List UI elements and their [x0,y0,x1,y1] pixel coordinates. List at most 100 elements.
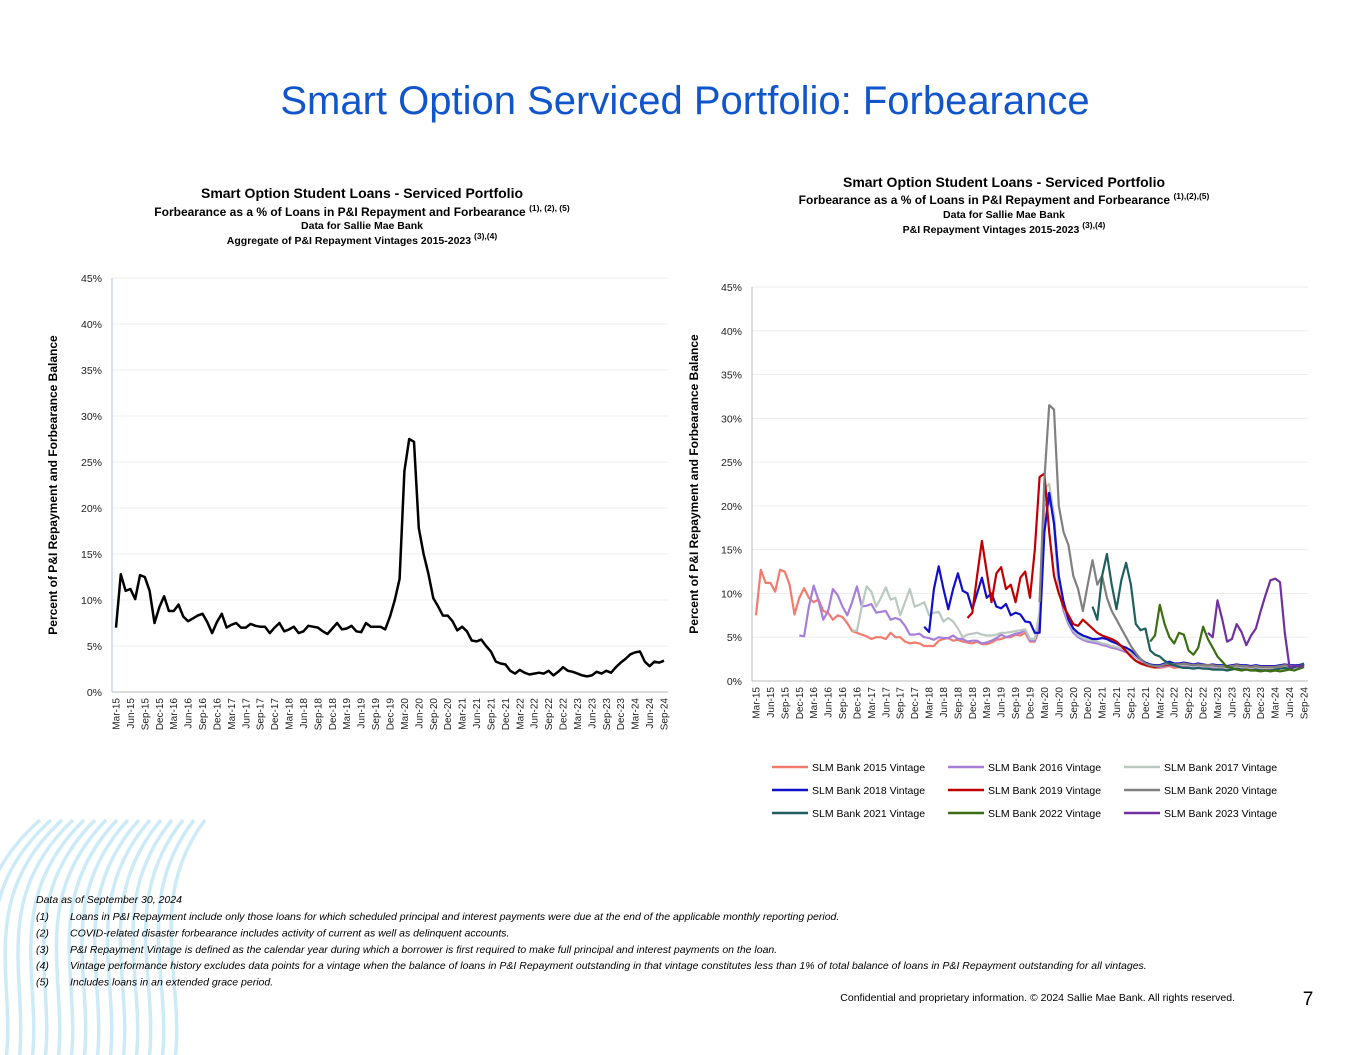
y-tick-label: 5% [727,632,742,644]
legend-label: SLM Bank 2019 Vintage [988,785,1101,797]
line [114,437,665,678]
swirl-line [54,818,108,1055]
swirl-line [118,818,163,1055]
x-tick-label: Mar-19 [342,698,353,730]
x-tick-label: Jun-15 [766,687,777,718]
legend-label: SLM Bank 2017 Vintage [1164,762,1277,774]
y-tick-label: 15% [81,549,102,561]
y-tick-label: 0% [727,676,742,688]
x-tick-label: Dec-21 [501,698,512,731]
swirl-line [80,818,130,1055]
y-tick-label: 10% [721,588,742,600]
chart-subtitle: Data for Sallie Mae Bank [301,220,423,232]
swirl-line [29,818,86,1055]
x-tick-label: Dec-22 [559,698,570,731]
decoration [0,818,207,1055]
legend-label: SLM Bank 2020 Vintage [1164,785,1277,797]
y-tick-label: 20% [81,503,102,515]
x-tick-label: Dec-19 [386,698,397,731]
y-tick-label: 35% [81,365,102,377]
x-tick-label: Mar-20 [1040,687,1051,719]
x-tick-label: Dec-15 [155,698,166,731]
subtitle-note: (3),(4) [1082,220,1105,230]
x-tick-label: Jun-21 [1112,687,1123,718]
x-tick-label: Mar-16 [169,698,180,730]
swirl-line [169,818,207,1055]
subtitle-note: (1),(2),(5) [1173,191,1209,201]
y-axis-label: Percent of P&I Repayment and Forbearance… [687,334,701,634]
legend-label: SLM Bank 2023 Vintage [1164,808,1277,820]
x-tick-label: Sep-21 [1126,687,1137,720]
x-tick-label: Jun-19 [997,687,1008,718]
x-tick-label: Sep-21 [486,698,497,731]
swirl-line [41,818,97,1055]
x-tick-label: Sep-16 [838,687,849,720]
y-tick-label: 40% [721,326,742,338]
x-tick-label: Sep-24 [1300,687,1311,720]
x-tick-label: Mar-23 [573,698,584,730]
line [1207,577,1305,669]
x-tick-label: Sep-19 [1011,687,1022,720]
x-tick-label: Jun-23 [1227,687,1238,718]
as-of: Data as of September 30, 2024 [36,894,182,906]
legend-label: SLM Bank 2015 Vintage [812,762,925,774]
y-tick-label: 5% [87,641,102,653]
x-tick-label: Mar-20 [400,698,411,730]
x-tick-label: Jun-18 [299,698,310,729]
line [1149,603,1305,673]
slide-title: Smart Option Serviced Portfolio: Forbear… [280,79,1089,123]
x-tick-label: Dec-18 [968,687,979,720]
x-tick-label: Jun-22 [530,698,541,729]
x-tick-label: Jun-24 [645,698,656,729]
x-tick-label: Jun-22 [1170,687,1181,718]
x-tick-label: Sep-20 [429,698,440,731]
x-tick-label: Sep-15 [780,687,791,720]
chart-subtitle: Aggregate of P&I Repayment Vintages 2015… [227,231,498,247]
subtitle-note: (1), (2), (5) [529,203,570,213]
x-tick-label: Dec-15 [795,687,806,720]
line [1091,552,1305,672]
x-tick-label: Mar-23 [1213,687,1224,719]
x-tick-label: Jun-15 [126,698,137,729]
footnote-marker: (4) [36,960,49,972]
line [851,482,1305,669]
x-tick-label: Dec-18 [328,698,339,731]
y-tick-label: 30% [81,411,102,423]
x-tick-label: Dec-23 [616,698,627,731]
x-tick-label: Sep-20 [1069,687,1080,720]
x-tick-label: Jun-16 [824,687,835,718]
subtitle-text: Forbearance as a % of Loans in P&I Repay… [799,193,1171,207]
x-tick-label: Jun-20 [414,698,425,729]
x-tick-label: Jun-24 [1285,687,1296,718]
subtitle-text: Forbearance as a % of Loans in P&I Repay… [154,205,526,219]
x-tick-label: Mar-17 [227,698,238,730]
x-tick-label: Sep-22 [544,698,555,731]
swirl-line [131,818,174,1055]
x-tick-label: Jun-16 [184,698,195,729]
swirl-line [156,818,196,1055]
x-tick-label: Dec-17 [270,698,281,731]
y-tick-label: 35% [721,370,742,382]
y-axis-label: Percent of P&I Repayment and Forbearance… [46,335,60,635]
x-tick-label: Mar-15 [112,698,123,730]
footnote-text: Vintage performance history excludes dat… [70,960,1147,972]
subtitle-note: (3),(4) [474,231,497,241]
x-tick-label: Mar-15 [752,687,763,719]
x-tick-label: Sep-18 [313,698,324,731]
subtitle-text: P&I Repayment Vintages 2015-2023 [903,224,1080,236]
x-tick-label: Dec-22 [1199,687,1210,720]
x-tick-label: Jun-19 [357,698,368,729]
swirl-line [3,818,64,1055]
x-tick-label: Sep-22 [1184,687,1195,720]
x-tick-label: Dec-23 [1256,687,1267,720]
x-tick-label: Sep-15 [140,698,151,731]
footnote-marker: (2) [36,927,49,939]
chart-title: Smart Option Student Loans - Serviced Po… [201,185,523,201]
footnote-text: Includes loans in an extended grace peri… [70,977,273,989]
y-tick-label: 45% [81,273,102,285]
chart-subtitle: P&I Repayment Vintages 2015-2023 (3),(4) [903,220,1106,236]
x-tick-label: Mar-16 [809,687,820,719]
x-tick-label: Sep-17 [256,698,267,731]
x-tick-label: Dec-16 [852,687,863,720]
y-tick-label: 40% [81,319,102,331]
